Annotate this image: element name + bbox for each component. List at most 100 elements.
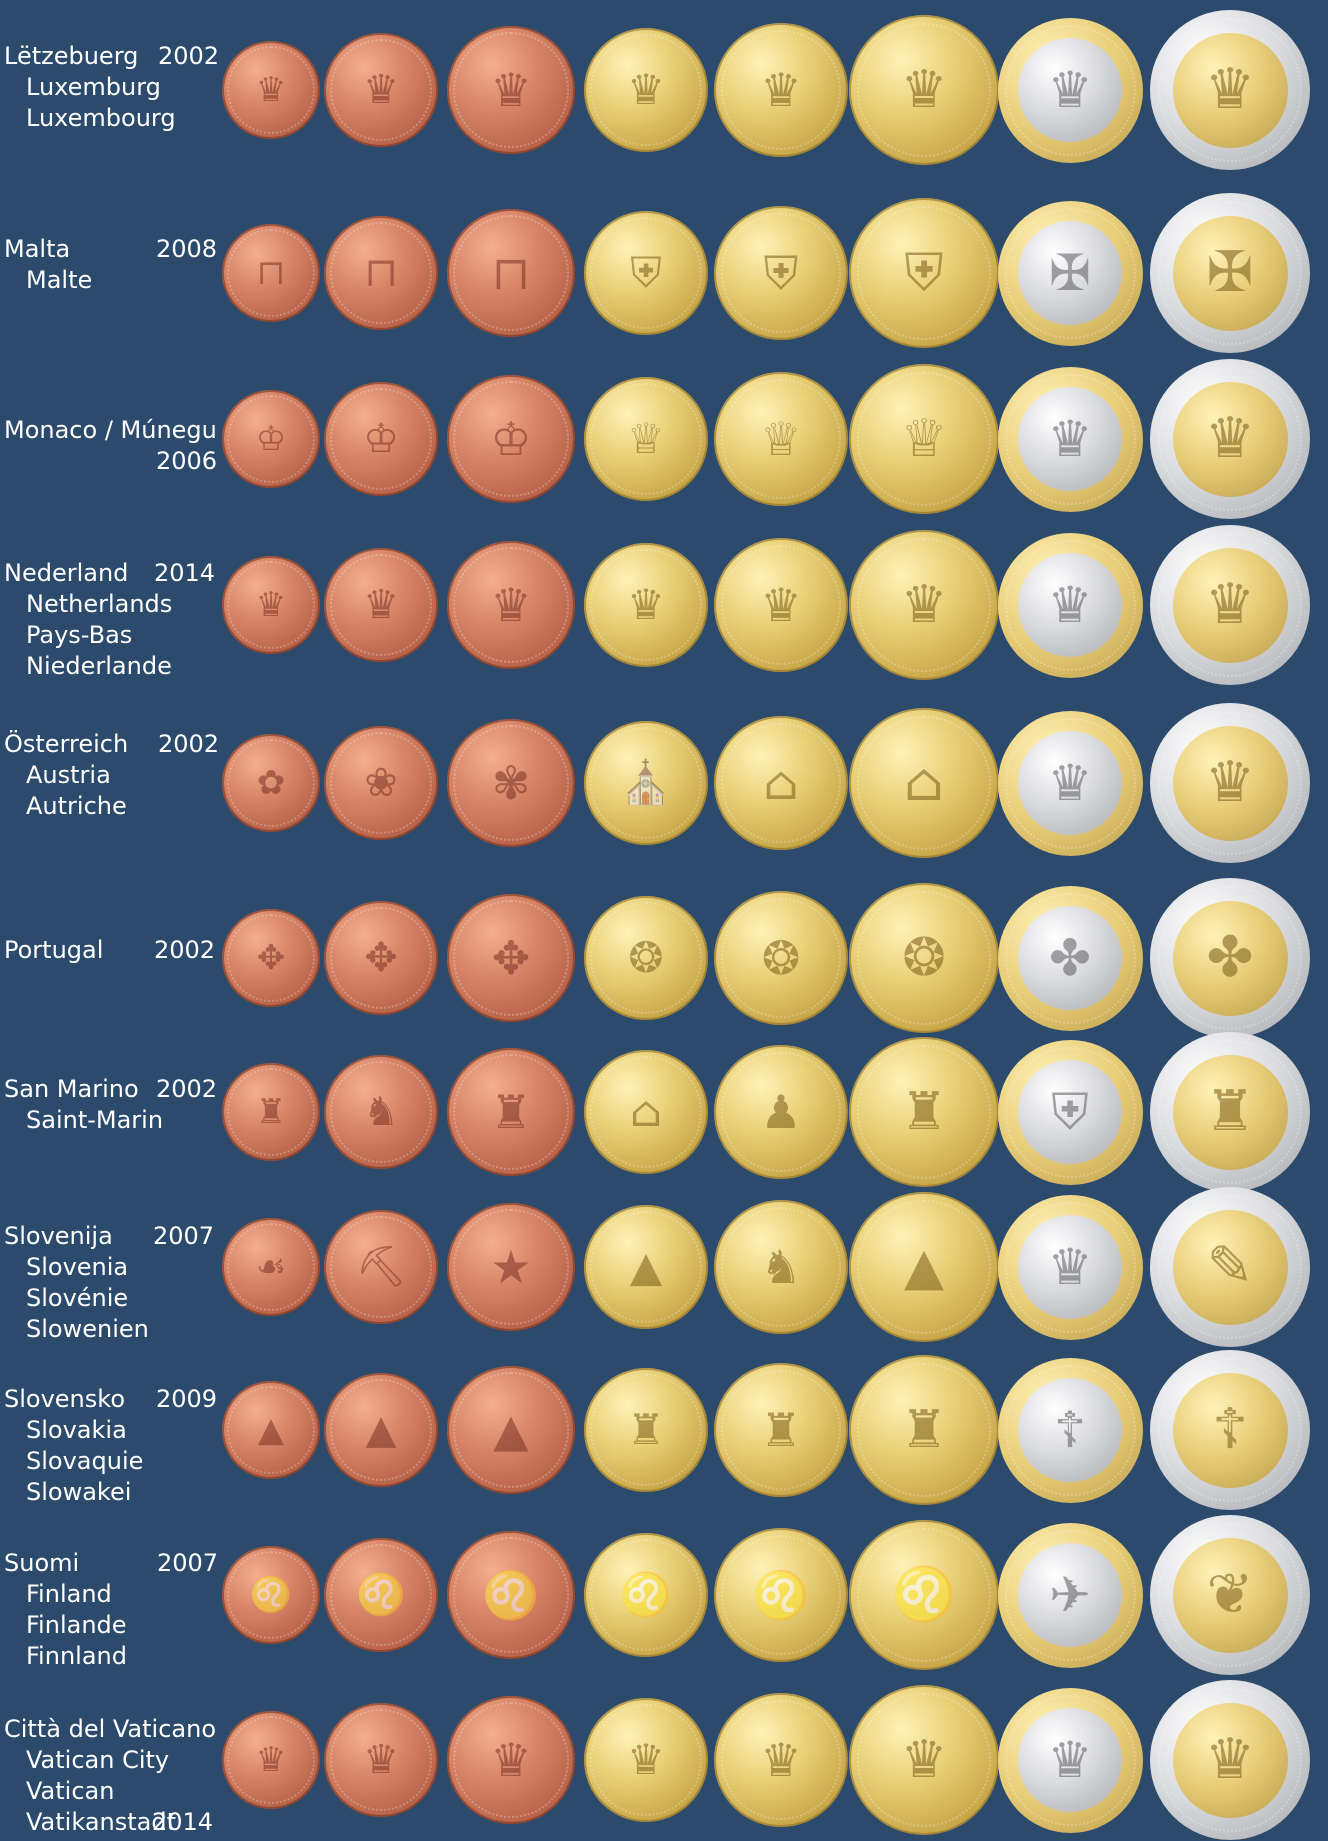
- coin-motif-icon: ♛: [1204, 57, 1256, 122]
- coin-star-ring: [1158, 886, 1302, 1030]
- coin-20-cent: ♌: [714, 1528, 848, 1662]
- coin-50-cent: ▲: [849, 1192, 999, 1342]
- country-name: San Marino: [4, 1075, 139, 1103]
- coin-2-cent: ♛: [324, 548, 438, 662]
- country-row: San Marino Saint-Marin 2002 ♜ ♞ ♜ ⌂ ♟ ♜ ⛨ ♜: [0, 1032, 1328, 1192]
- coin-2-cent: ♛: [324, 33, 438, 147]
- coin-10-cent: ♌: [584, 1533, 708, 1657]
- coin-star-ring: [857, 1363, 991, 1497]
- coin-motif-icon: ▲: [629, 1242, 663, 1291]
- coin-2-cent: ♌: [324, 1538, 438, 1652]
- coin-motif-icon: ☦: [1053, 1401, 1087, 1459]
- coin-motif-icon: ✾: [491, 756, 531, 810]
- coin-motif-icon: ♛: [1047, 576, 1093, 634]
- coin-5-cent: ✾: [447, 719, 575, 847]
- country-alt-name: Saint-Marin: [26, 1106, 164, 1134]
- coin-motif-icon: ♛: [1204, 572, 1256, 637]
- coin-motif-icon: ♛: [490, 1733, 532, 1787]
- coin-motif-icon: ♛: [760, 1733, 802, 1787]
- coin-star-ring: [453, 215, 569, 331]
- coin-motif-icon: ✥: [256, 938, 286, 978]
- coin-star-ring: [1004, 717, 1136, 849]
- coin-motif-icon: ♛: [1204, 750, 1256, 815]
- coin-motif-icon: ♜: [1204, 1079, 1256, 1144]
- coin-motif-icon: ♌: [482, 1568, 540, 1622]
- coin-1-euro: ☦: [997, 1357, 1143, 1503]
- coin-star-ring: [721, 898, 841, 1018]
- coin-motif-icon: ♛: [1047, 754, 1093, 812]
- issue-year: 2007: [157, 1549, 219, 1577]
- coin-50-cent: ♕: [849, 364, 999, 514]
- country-name: Malta: [4, 235, 71, 263]
- coin-motif-icon: ♜: [900, 1400, 948, 1460]
- country-alt-name: Slowakei: [26, 1478, 132, 1506]
- country-row: Portugal 2002 ✥ ✥ ✥ ❂ ❂ ❂ ✤ ✤: [0, 878, 1328, 1038]
- coin-star-ring: [1158, 201, 1302, 345]
- coin-motif-icon: ♞: [760, 1240, 802, 1294]
- coin-2-cent: ✥: [324, 901, 438, 1015]
- coin-motif-icon: ♞: [363, 1089, 399, 1135]
- coin-motif-icon: ♛: [1047, 61, 1093, 119]
- country-label: Suomi Finland Finlande Finnland 2007: [0, 1512, 222, 1678]
- coin-2-euro: ☦: [1150, 1350, 1310, 1510]
- coin-star-ring: [721, 30, 841, 150]
- coin-star-ring: [590, 727, 702, 839]
- coin-20-cent: ⌂: [714, 716, 848, 850]
- coin-10-cent: ▲: [584, 1205, 708, 1329]
- coin-motif-icon: ♜: [627, 1405, 665, 1454]
- coin-2-euro: ♛: [1150, 525, 1310, 685]
- coin-star-ring: [453, 1702, 569, 1818]
- coin-star-ring: [330, 39, 432, 141]
- coin-star-ring: [590, 549, 702, 661]
- country-row: Suomi Finland Finlande Finnland 2007 ♌ ♌ ♌ ♌ ♌ ♌ ✈ ❦: [0, 1512, 1328, 1678]
- issue-year: 2009: [156, 1385, 218, 1413]
- coin-2-euro: ✤: [1150, 878, 1310, 1038]
- coin-1-cent: ☙: [222, 1218, 320, 1316]
- coin-motif-icon: ♔: [363, 416, 399, 462]
- coin-star-ring: [1158, 711, 1302, 855]
- coin-motif-icon: ❂: [761, 931, 801, 985]
- coin-star-ring: [227, 395, 315, 483]
- coin-star-ring: [453, 381, 569, 497]
- country-label: San Marino Saint-Marin 2002: [0, 1038, 222, 1185]
- coin-star-ring: [1158, 533, 1302, 677]
- country-name: Slovensko: [4, 1385, 125, 1413]
- coin-motif-icon: ⛏: [355, 1244, 407, 1290]
- coin-1-euro: ⛨: [997, 1039, 1143, 1185]
- coin-star-ring: [330, 1216, 432, 1318]
- coin-star-ring: [721, 545, 841, 665]
- coin-2-euro: ♛: [1150, 359, 1310, 519]
- coin-motif-icon: ☙: [255, 1247, 287, 1287]
- coin-20-cent: ♛: [714, 23, 848, 157]
- coin-50-cent: ♛: [849, 1685, 999, 1835]
- country-label: Österreich Austria Autriche 2002: [0, 688, 222, 878]
- coin-motif-icon: ❀: [364, 760, 398, 806]
- country-label: Lëtzebuerg Luxemburg Luxembourg 2002: [0, 0, 222, 190]
- coin-star-ring: [330, 1379, 432, 1481]
- coin-motif-icon: ♛: [1047, 410, 1093, 468]
- country-alt-name: Austria: [26, 761, 111, 789]
- coin-star-ring: [1004, 1694, 1136, 1826]
- coin-star-ring: [857, 716, 991, 850]
- coin-motif-icon: ⊓: [491, 246, 531, 300]
- coin-star-ring: [857, 206, 991, 340]
- coin-motif-icon: ⌂: [904, 753, 944, 813]
- coin-motif-icon: ▲: [365, 1407, 397, 1453]
- coin-motif-icon: ☦: [1211, 1397, 1249, 1462]
- country-alt-name: Autriche: [26, 792, 127, 820]
- coin-star-ring: [1004, 1046, 1136, 1178]
- coin-star-ring: [453, 900, 569, 1016]
- country-alt-name: Vatikanstadt: [26, 1808, 176, 1836]
- country-alt-name: Luxemburg: [26, 73, 161, 101]
- coin-1-cent: ♌: [222, 1546, 320, 1644]
- coin-star-ring: [1004, 1364, 1136, 1496]
- coin-1-euro: ♛: [997, 366, 1143, 512]
- coin-motif-icon: ♔: [490, 412, 532, 466]
- coin-1-euro: ♛: [997, 17, 1143, 163]
- coin-motif-icon: ♛: [627, 1735, 665, 1784]
- coin-star-ring: [227, 739, 315, 827]
- country-name: Città del Vaticano: [4, 1715, 217, 1743]
- coin-2-cent: ▲: [324, 1373, 438, 1487]
- country-row: Malta Malte 2008 ⊓ ⊓ ⊓ ⛨ ⛨ ⛨ ✠ ✠: [0, 190, 1328, 355]
- coin-motif-icon: ✤: [1049, 929, 1091, 987]
